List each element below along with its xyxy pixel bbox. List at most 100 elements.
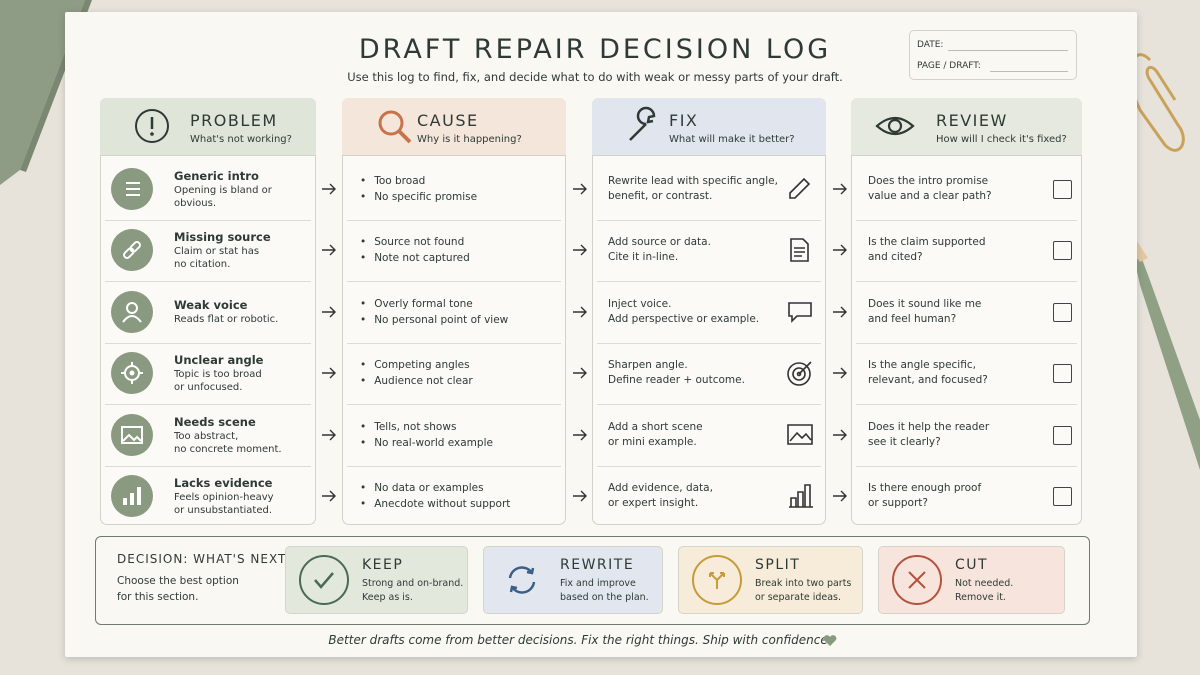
fix-cell: Add a short scene or mini example.	[608, 404, 788, 466]
problem-title: Needs scene	[174, 414, 256, 429]
column-icon	[378, 110, 412, 144]
review-cell: Is there enough proof or support?	[868, 466, 1038, 528]
problem-title: Lacks evidence	[174, 476, 273, 491]
review-text: relevant, and focused?	[868, 374, 988, 387]
row-divider	[597, 342, 821, 344]
row-divider	[105, 219, 311, 221]
row-divider	[347, 219, 561, 221]
option-desc: based on the plan.	[560, 592, 649, 603]
row-divider	[856, 404, 1077, 405]
review-text: or support?	[868, 497, 928, 510]
decision-title: DECISION: WHAT'S NEXT?	[117, 552, 294, 566]
column	[592, 98, 826, 525]
option-icon	[508, 566, 536, 594]
review-text: and cited?	[868, 251, 923, 264]
option-icon	[692, 555, 742, 605]
cause-cell: Competing anglesAudience not clear	[360, 343, 560, 405]
problem-desc: no concrete moment.	[174, 443, 282, 455]
fix-text: Sharpen angle.	[608, 359, 688, 372]
option-title: CUT	[955, 557, 989, 573]
checkbox[interactable]	[1053, 179, 1072, 199]
option-title: SPLIT	[755, 557, 801, 573]
fix-text: Define reader + outcome.	[608, 374, 745, 387]
option-title: REWRITE	[560, 557, 635, 573]
problem-cell: Missing source Claim or stat has no citati…	[174, 220, 314, 282]
column	[851, 98, 1082, 525]
problem-desc: Reads flat or robotic.	[174, 314, 279, 326]
subtitle: Use this log to find, fix, and decide wh…	[347, 70, 843, 84]
fix-text: Add a short scene	[608, 420, 703, 433]
problem-desc: Opening is bland or obvious.	[174, 184, 272, 209]
option-desc: Keep as is.	[362, 592, 413, 603]
arrow	[322, 429, 336, 441]
problem-cell: Lacks evidence Feels opinion-heavy or unsu…	[174, 466, 314, 528]
checkbox[interactable]	[1053, 487, 1072, 507]
column-icon	[629, 106, 656, 141]
cause: Too broad	[360, 173, 560, 189]
fix-icon	[790, 238, 809, 263]
footer: Better drafts come from better decisions…	[328, 633, 832, 647]
problem-desc: Feels opinion-heavy	[174, 492, 274, 504]
problem-icon	[111, 167, 153, 210]
problem-desc: no citation.	[174, 259, 231, 271]
fix-cell: Sharpen angle. Define reader + outcome.	[608, 343, 788, 405]
checkbox[interactable]	[1053, 425, 1072, 445]
row-divider	[597, 281, 821, 282]
row-divider	[105, 465, 311, 467]
column-subtitle: What will make it better?	[669, 134, 795, 145]
cause-cell: Source not foundNote not captured	[360, 220, 560, 282]
problem-title: Missing source	[174, 230, 271, 245]
row-divider	[347, 465, 561, 467]
problem-icon	[111, 475, 153, 518]
arrow	[833, 183, 847, 195]
cause: Overly formal tone	[360, 296, 560, 312]
problem-icon	[111, 352, 153, 395]
checkbox[interactable]	[1053, 241, 1072, 261]
fix-text: Inject voice.	[608, 297, 672, 310]
option-card[interactable]	[483, 546, 663, 614]
fix-text: benefit, or contrast.	[608, 189, 713, 202]
arrow	[573, 367, 587, 379]
cause-cell: Tells, not showsNo real-world example	[360, 404, 560, 466]
review-text: value and a clear path?	[868, 189, 992, 202]
fix-text: or mini example.	[608, 435, 697, 448]
fix-cell: Rewrite lead with specific angle, benefit…	[608, 158, 788, 220]
arrow	[322, 306, 336, 318]
problem-icon	[111, 290, 153, 333]
review-text: Does it sound like me	[868, 297, 982, 310]
fix-icon	[788, 301, 812, 323]
checkbox[interactable]	[1053, 364, 1072, 384]
column-subtitle: What's not working?	[190, 134, 292, 145]
fix-text: Rewrite lead with specific angle,	[608, 174, 778, 187]
line	[990, 71, 1068, 72]
option-icon	[892, 555, 942, 605]
option-desc: Break into two parts	[755, 578, 852, 589]
problem-cell: Needs scene Too abstract, no concrete mome…	[174, 404, 314, 466]
option-desc: Not needed.	[955, 578, 1014, 589]
review-cell: Is the angle specific, relevant, and focu…	[868, 343, 1038, 405]
review-text: Is the angle specific,	[868, 359, 976, 372]
column-icon	[875, 116, 915, 136]
review-text: Is there enough proof	[868, 482, 982, 495]
column-subtitle: How will I check it's fixed?	[936, 134, 1067, 145]
checkbox[interactable]	[1053, 302, 1072, 322]
review-cell: Does it sound like me and feel human?	[868, 281, 1038, 343]
cause: No specific promise	[360, 189, 560, 205]
option-desc: Strong and on-brand.	[362, 578, 464, 589]
problem-desc: Topic is too broad	[174, 369, 262, 381]
arrow	[573, 490, 587, 502]
row-divider	[856, 342, 1077, 344]
cause: Tells, not shows	[360, 419, 560, 435]
row-divider	[347, 281, 561, 282]
arrow	[322, 490, 336, 502]
row-divider	[347, 342, 561, 344]
fix-cell: Inject voice. Add perspective or example.	[608, 281, 788, 343]
fix-icon	[789, 484, 813, 509]
column-title: FIX	[669, 111, 699, 130]
problem-title: Generic intro	[174, 168, 259, 183]
review-text: Is the claim supported	[868, 236, 986, 249]
option-icon	[299, 555, 349, 605]
fix-icon	[787, 361, 812, 387]
column-header	[592, 98, 826, 156]
